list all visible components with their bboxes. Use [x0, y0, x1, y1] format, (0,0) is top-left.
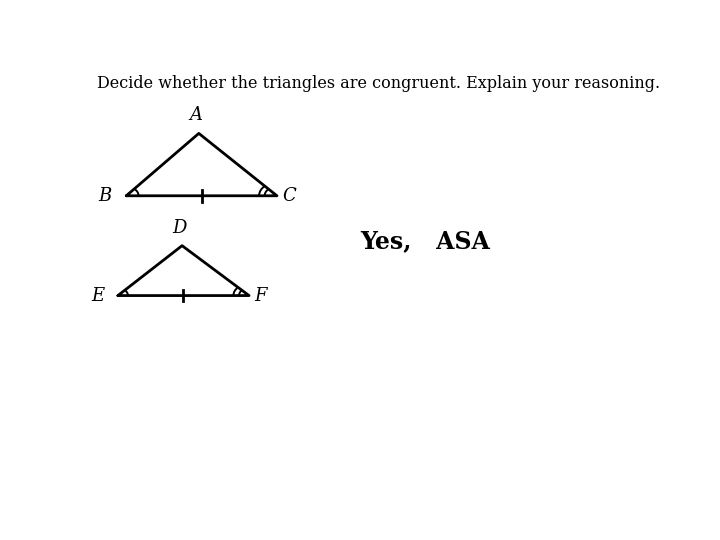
- Text: E: E: [91, 287, 104, 305]
- Text: Yes,   ASA: Yes, ASA: [360, 230, 490, 253]
- Text: A: A: [189, 106, 202, 124]
- Text: B: B: [98, 187, 111, 205]
- Text: F: F: [255, 287, 267, 305]
- Text: C: C: [282, 187, 296, 205]
- Text: Decide whether the triangles are congruent. Explain your reasoning.: Decide whether the triangles are congrue…: [96, 75, 660, 92]
- Text: D: D: [172, 219, 186, 238]
